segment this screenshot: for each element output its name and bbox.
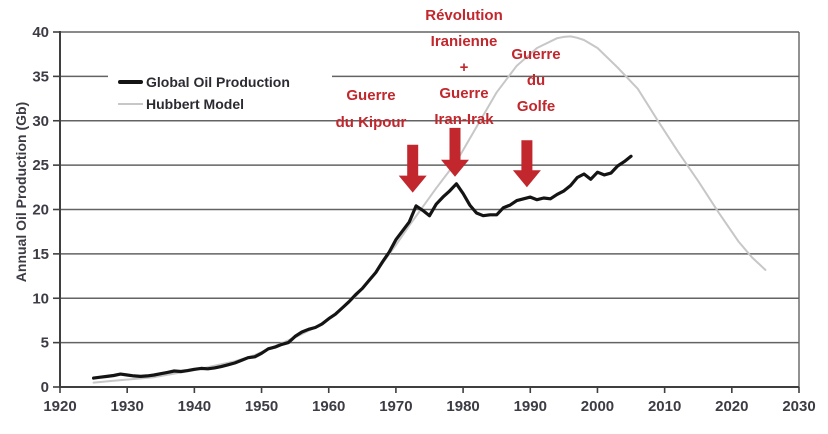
- legend-item-global-oil-production: Global Oil Production: [108, 71, 332, 93]
- annotation-guerre-du-golfe: Guerre du Golfe: [494, 42, 578, 120]
- series-line-global-oil-production: [91, 154, 633, 380]
- annotation-line: Guerre: [346, 87, 396, 104]
- x-tick-label-2000: 2000: [581, 398, 614, 415]
- y-tick-label-20: 20: [32, 202, 49, 219]
- legend-label-global-oil-production: Global Oil Production: [146, 74, 290, 90]
- y-tick-label-40: 40: [32, 24, 49, 41]
- annotation-line: Iran-Irak: [434, 111, 494, 128]
- x-tick-label-1960: 1960: [312, 398, 345, 415]
- legend: Global Oil Production Hubbert Model: [108, 63, 332, 119]
- legend-swatch-global-oil-production: [118, 80, 143, 84]
- x-tick-label-1970: 1970: [379, 398, 412, 415]
- x-tick-label-2030: 2030: [782, 398, 815, 415]
- annotation-line: +: [459, 59, 469, 76]
- x-tick-label-1930: 1930: [110, 398, 143, 415]
- legend-swatch-hubbert-model: [118, 103, 143, 105]
- x-tick-label-1990: 1990: [514, 398, 547, 415]
- annotation-line: Iranienne: [430, 33, 498, 50]
- legend-label-hubbert-model: Hubbert Model: [146, 96, 244, 112]
- annotation-guerre-du-kipour: Guerre du Kipour: [320, 82, 422, 136]
- x-tick-label-1980: 1980: [446, 398, 479, 415]
- x-tick-label-2020: 2020: [715, 398, 748, 415]
- y-tick-label-0: 0: [41, 379, 49, 396]
- x-tick-label-2010: 2010: [648, 398, 681, 415]
- x-tick-label-1950: 1950: [245, 398, 278, 415]
- y-tick-label-35: 35: [32, 68, 49, 85]
- y-tick-label-30: 30: [32, 113, 49, 130]
- y-tick-label-10: 10: [32, 290, 49, 307]
- y-axis-title: Annual Oil Production (Gb): [13, 101, 29, 283]
- x-tick-label-1920: 1920: [43, 398, 76, 415]
- annotation-line: du: [526, 72, 546, 89]
- event-arrow-revolution-iranienne-guerre-iran-irak: [441, 127, 469, 177]
- x-tick-label-1940: 1940: [178, 398, 211, 415]
- annotation-line: Révolution: [425, 7, 503, 24]
- event-arrow-guerre-du-golfe: [512, 140, 541, 188]
- y-tick-label-15: 15: [32, 246, 49, 263]
- y-tick-label-25: 25: [32, 157, 49, 174]
- annotation-line: Guerre: [439, 85, 489, 102]
- event-arrow-guerre-du-kipour: [398, 144, 427, 193]
- annotation-line: du Kipour: [335, 114, 407, 131]
- legend-item-hubbert-model: Hubbert Model: [108, 93, 332, 115]
- annotation-line: Golfe: [516, 98, 556, 115]
- y-tick-label-5: 5: [41, 335, 49, 352]
- annotation-line: Guerre: [511, 46, 561, 63]
- annotation-revolution-iranienne-guerre-iran-irak: Révolution Iranienne + Guerre Iran-Irak: [406, 3, 522, 133]
